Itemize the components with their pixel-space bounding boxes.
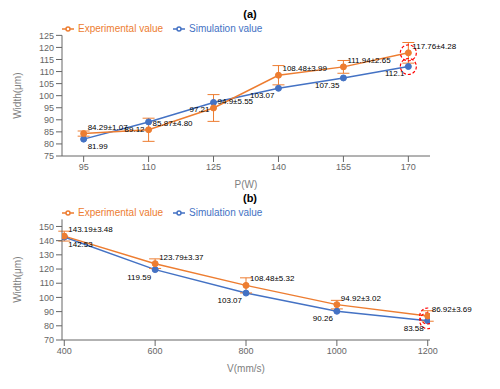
html-text:Simulation value: Simulation value (189, 207, 263, 218)
svg-text:800: 800 (238, 346, 253, 356)
svg-text:100: 100 (39, 293, 54, 303)
svg-text:125: 125 (39, 31, 54, 41)
svg-text:115: 115 (40, 55, 54, 65)
html-text:(a): (a) (243, 8, 257, 20)
svg-text:89.12: 89.12 (125, 125, 146, 134)
svg-text:108.48±3.99: 108.48±3.99 (282, 64, 327, 73)
svg-text:150: 150 (39, 222, 54, 232)
svg-text:103.07: 103.07 (218, 296, 243, 305)
svg-text:94.9±5.55: 94.9±5.55 (218, 97, 254, 106)
svg-text:94.92±3.02: 94.92±3.02 (341, 294, 382, 303)
svg-text:70: 70 (44, 335, 54, 345)
svg-text:110: 110 (40, 278, 54, 288)
svg-text:1200: 1200 (418, 346, 438, 356)
html-text:Experimental value: Experimental value (78, 207, 163, 218)
html-text:Experimental value: Experimental value (78, 23, 163, 34)
svg-text:600: 600 (148, 346, 163, 356)
svg-text:111.94±2.65: 111.94±2.65 (347, 56, 391, 65)
svg-text:86.92±3.69: 86.92±3.69 (432, 305, 473, 314)
svg-text:123.79±3.37: 123.79±3.37 (159, 253, 204, 262)
svg-text:105: 105 (39, 79, 54, 89)
svg-text:107.35: 107.35 (315, 81, 340, 90)
svg-text:140: 140 (271, 162, 286, 172)
svg-text:84.29±1.07: 84.29±1.07 (88, 123, 129, 132)
svg-text:97.21: 97.21 (189, 105, 210, 114)
svg-text:117.76±4.28: 117.76±4.28 (412, 42, 456, 51)
svg-text:140: 140 (39, 236, 54, 246)
svg-text:120: 120 (39, 264, 54, 274)
svg-text:75: 75 (44, 151, 54, 161)
svg-text:90: 90 (44, 307, 54, 317)
svg-text:143.19±3.48: 143.19±3.48 (68, 225, 113, 234)
svg-text:81.99: 81.99 (88, 142, 109, 151)
svg-text:155: 155 (336, 162, 351, 172)
html-text:Simulation value: Simulation value (189, 23, 263, 34)
svg-text:142.53: 142.53 (68, 240, 93, 249)
svg-text:108.48±5.32: 108.48±5.32 (250, 274, 295, 283)
svg-text:90: 90 (44, 115, 54, 125)
svg-text:130: 130 (39, 250, 54, 260)
svg-text:V(mm/s): V(mm/s) (227, 363, 265, 374)
svg-text:83.58: 83.58 (404, 324, 425, 333)
svg-text:1000: 1000 (327, 346, 347, 356)
svg-text:P(W): P(W) (235, 179, 258, 190)
svg-text:125: 125 (206, 162, 221, 172)
svg-text:110: 110 (141, 162, 155, 172)
svg-text:85: 85 (44, 127, 54, 137)
svg-text:103.07: 103.07 (250, 91, 275, 100)
html-text:(b): (b) (243, 192, 257, 204)
svg-text:90.26: 90.26 (313, 314, 334, 323)
svg-text:85.87±4.80: 85.87±4.80 (153, 119, 194, 128)
svg-text:110: 110 (40, 67, 54, 77)
svg-text:Width(μm): Width(μm) (12, 73, 23, 119)
svg-text:100: 100 (39, 91, 54, 101)
svg-text:400: 400 (57, 346, 72, 356)
svg-text:80: 80 (44, 139, 54, 149)
svg-text:170: 170 (401, 162, 416, 172)
svg-text:95: 95 (79, 162, 89, 172)
svg-text:Width(μm): Width(μm) (12, 257, 23, 303)
svg-text:119.59: 119.59 (127, 273, 151, 282)
svg-text:80: 80 (44, 321, 54, 331)
svg-text:95: 95 (44, 103, 54, 113)
svg-text:112.1: 112.1 (385, 69, 405, 78)
svg-text:120: 120 (39, 43, 54, 53)
